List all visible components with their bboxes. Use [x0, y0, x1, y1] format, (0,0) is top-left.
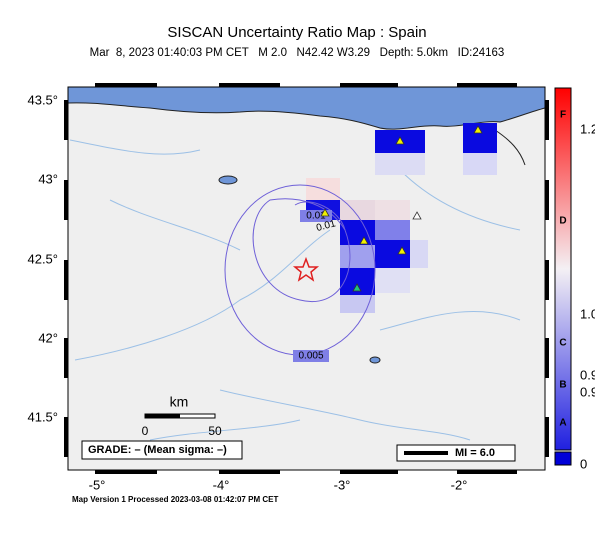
colorbar-label: 1.0: [580, 306, 595, 321]
subtitle: Mar 8, 2023 01:40:03 PM CET M 2.0 N42.42…: [90, 47, 505, 59]
grade-letter: B: [559, 380, 566, 391]
lake: [218, 175, 238, 185]
scale-label: 50: [208, 424, 222, 438]
rivers: [69, 139, 521, 441]
grade: GRADE: – (Mean sigma: –): [88, 444, 227, 456]
frame-ticks: [64, 83, 549, 474]
grade-letter: C: [559, 338, 566, 349]
lon-label: -2°: [451, 477, 468, 492]
colorbar-label: 1.2: [580, 121, 595, 136]
border: [494, 129, 526, 166]
title: SISCAN Uncertainty Ratio Map : Spain: [167, 24, 426, 41]
lon-label: -4°: [213, 477, 230, 492]
stations: [320, 125, 483, 292]
grade-box: [81, 440, 243, 460]
lon-label: -5°: [89, 477, 106, 492]
lat-label: 43°: [38, 171, 58, 186]
epicenter: [292, 256, 320, 282]
ocean: [67, 86, 546, 130]
lat-label: 41.5°: [27, 409, 58, 424]
lat-label: 42.5°: [27, 251, 58, 266]
colorbar-label: 0.9: [580, 367, 595, 382]
grade-letter: F: [560, 110, 566, 121]
contour-label-box: [293, 350, 329, 362]
colorbar: F D C B A 1.2 1.0 0.9 0.9 0: [554, 87, 595, 471]
contour-label: 0.01: [306, 211, 326, 222]
lat-label: 43.5°: [27, 92, 58, 107]
lon-label: -3°: [334, 477, 351, 492]
scale-unit: km: [170, 394, 189, 410]
footer: Map Version 1 Processed 2023-03-08 01:42…: [72, 495, 278, 504]
scale-label: 0: [142, 424, 149, 438]
scale-bar: [145, 414, 180, 418]
mi: MI = 6.0: [455, 447, 495, 459]
lat-label: 42°: [38, 330, 58, 345]
lake: [369, 356, 381, 364]
map: 0.01 0.01 0.005 43.5° 43° 42.5° 42° 41.5…: [27, 83, 549, 492]
colorbar-gradient: [554, 87, 572, 451]
grade-letter: D: [559, 216, 566, 227]
colorbar-zero: [554, 451, 572, 466]
contour-label: 0.01: [315, 218, 337, 234]
grade-letter: A: [559, 418, 566, 429]
mi-box: [396, 444, 516, 462]
contour-label: 0.005: [298, 351, 323, 362]
colorbar-label: 0.9: [580, 384, 595, 399]
colorbar-label: 0: [580, 456, 587, 471]
